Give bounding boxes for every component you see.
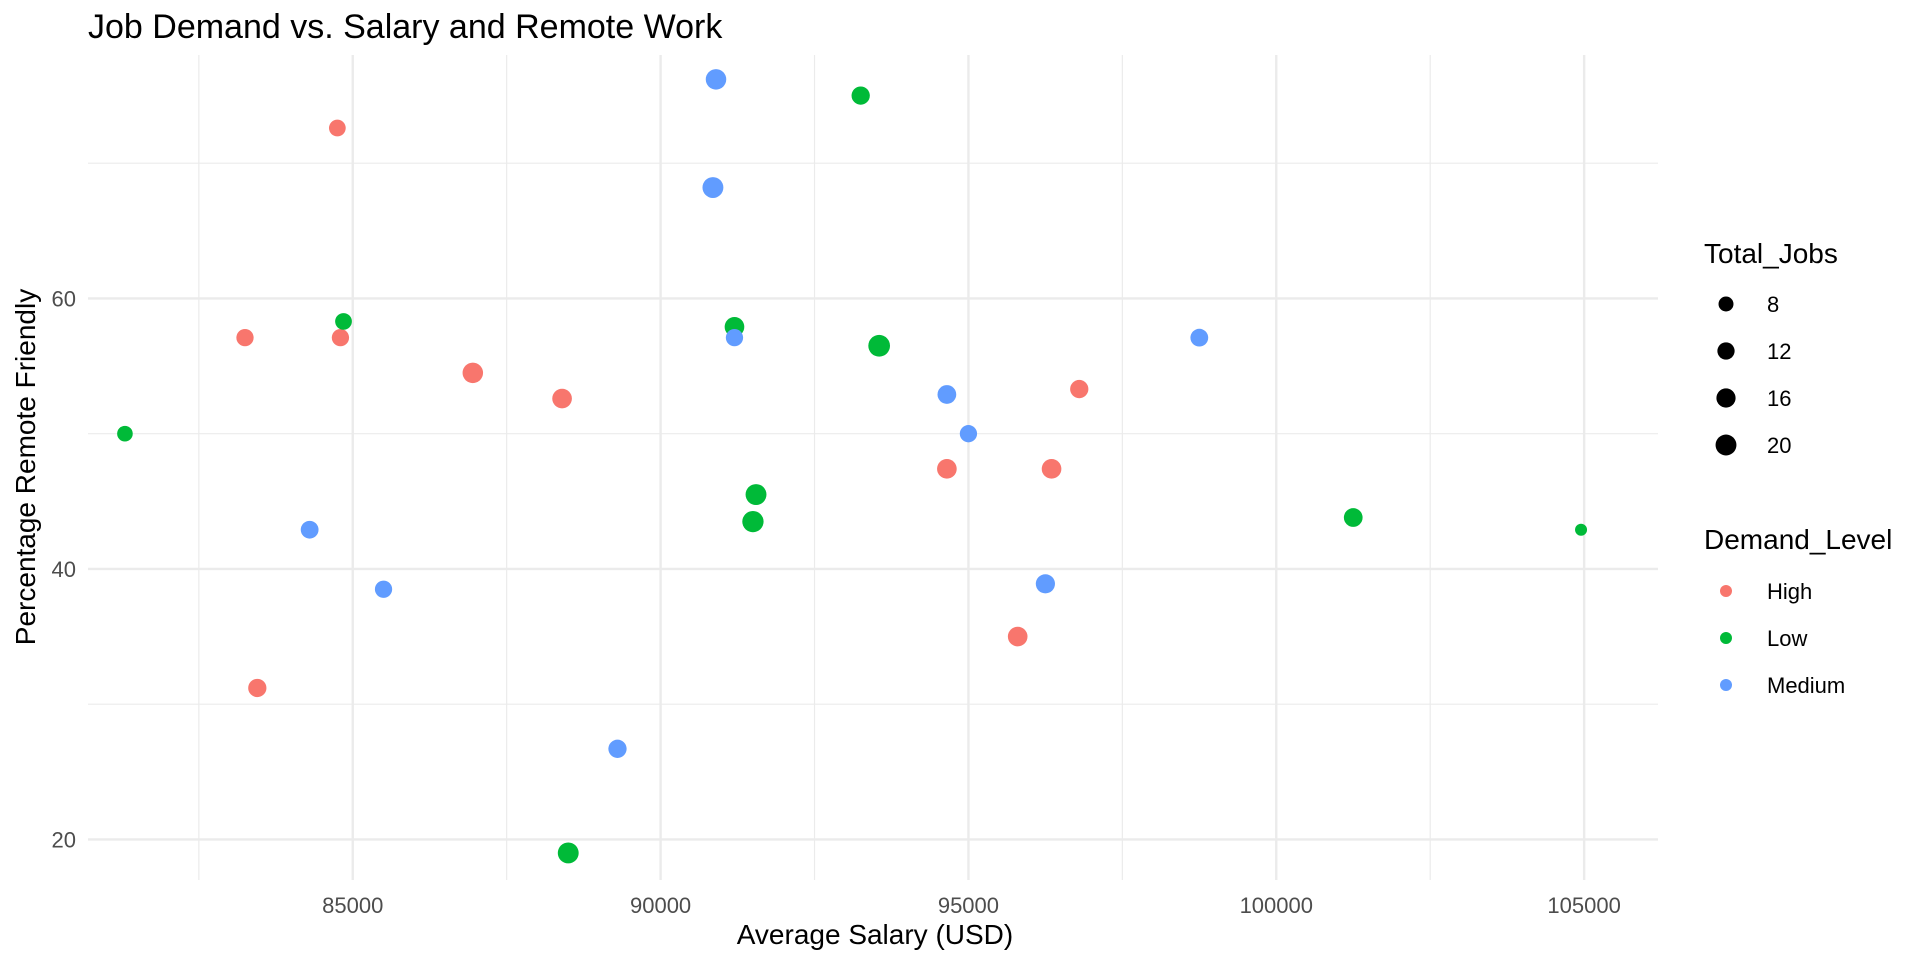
chart-title: Job Demand vs. Salary and Remote Work — [88, 8, 723, 46]
data-point — [335, 313, 352, 330]
x-tick-label: 100000 — [1240, 893, 1313, 918]
x-tick-label: 95000 — [938, 893, 999, 918]
data-point — [300, 520, 319, 539]
data-point — [742, 510, 764, 533]
y-axis-ticks: 20 40 60 — [52, 286, 76, 852]
color-legend-label: Medium — [1767, 673, 1845, 698]
y-tick-label: 40 — [52, 557, 76, 582]
data-point — [331, 329, 350, 347]
y-tick-label: 20 — [52, 827, 76, 852]
data-point — [1190, 328, 1209, 347]
x-tick-label: 90000 — [630, 893, 691, 918]
size-legend-label: 20 — [1767, 433, 1791, 458]
x-axis-ticks: 85000 90000 95000 100000 105000 — [322, 893, 1621, 918]
data-point — [1041, 459, 1062, 479]
data-point — [705, 69, 727, 90]
data-point — [959, 425, 978, 443]
data-point — [552, 388, 572, 409]
data-point — [1007, 626, 1028, 647]
size-legend-key — [1715, 434, 1737, 456]
data-point — [328, 119, 346, 137]
size-legend-title: Total_Jobs — [1704, 238, 1838, 269]
data-point — [745, 484, 767, 505]
color-legend-key — [1720, 679, 1732, 691]
data-point — [557, 842, 579, 864]
data-point — [937, 459, 957, 479]
color-legend-label: High — [1767, 579, 1812, 604]
data-point — [1343, 508, 1363, 527]
size-legend: Total_Jobs 8 12 16 20 — [1704, 238, 1838, 458]
color-legend-label: Low — [1767, 626, 1807, 651]
data-point — [608, 739, 627, 758]
grid — [88, 55, 1658, 880]
data-point — [851, 86, 870, 105]
data-point — [1070, 379, 1089, 399]
y-axis-title: Percentage Remote Friendly — [10, 289, 41, 645]
data-point — [117, 425, 133, 442]
data-point — [236, 329, 254, 347]
x-axis-title: Average Salary (USD) — [737, 919, 1013, 950]
size-legend-label: 8 — [1767, 292, 1779, 317]
y-tick-label: 60 — [52, 286, 76, 311]
color-legend: Demand_Level High Low Medium — [1704, 524, 1892, 698]
size-legend-key — [1717, 342, 1735, 360]
data-point — [374, 580, 393, 598]
x-tick-label: 85000 — [322, 893, 383, 918]
color-legend-title: Demand_Level — [1704, 524, 1892, 555]
data-point — [725, 329, 744, 347]
data-point — [702, 177, 724, 198]
color-legend-key — [1720, 632, 1732, 644]
size-legend-key — [1716, 388, 1736, 408]
data-point — [1035, 574, 1055, 594]
data-point — [248, 678, 267, 698]
size-legend-key — [1718, 296, 1734, 312]
data-point — [868, 334, 890, 357]
size-legend-label: 16 — [1767, 386, 1791, 411]
data-point — [1575, 523, 1588, 536]
data-point — [937, 385, 957, 404]
color-legend-key — [1720, 585, 1732, 597]
data-point — [462, 362, 484, 384]
data-points — [117, 69, 1588, 864]
x-tick-label: 105000 — [1547, 893, 1620, 918]
size-legend-label: 12 — [1767, 339, 1791, 364]
